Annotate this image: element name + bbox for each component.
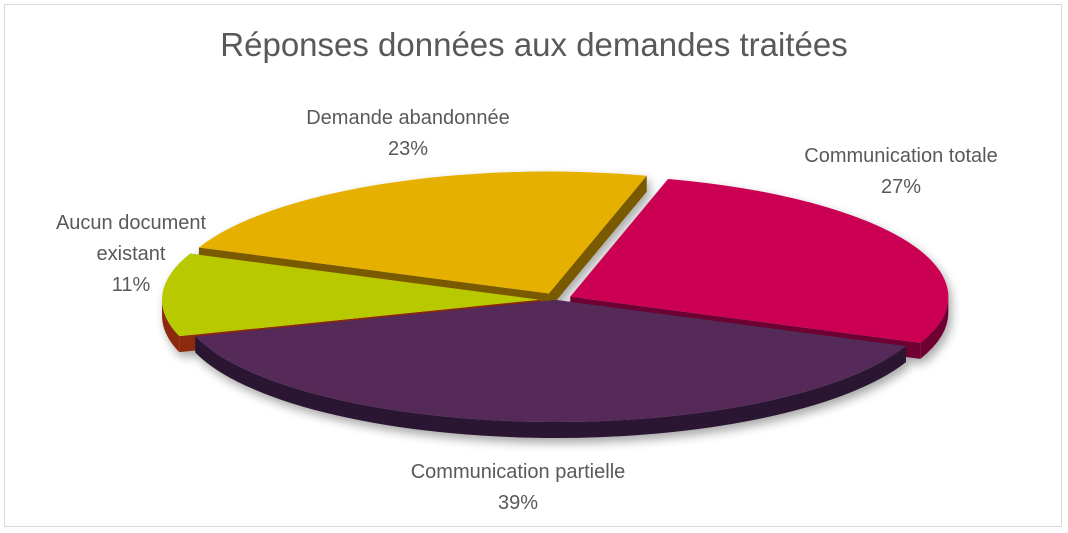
slice-label-communication-totale: Communication totale 27% (790, 141, 1012, 203)
slice-percent: 11% (111, 274, 151, 296)
slice-label-communication-partielle: Communication partielle 39% (390, 457, 646, 519)
slice-percent: 23% (387, 138, 429, 160)
slice-percent: 27% (880, 176, 922, 198)
pie-slice-side (162, 299, 180, 353)
slice-category-line2: existant (96, 243, 166, 265)
pie-slice-demande-abandonnee (198, 171, 647, 294)
slice-label-aucun-document: Aucun document existant 11% (40, 208, 222, 301)
pie-slice-communication-totale (570, 178, 949, 343)
slice-label-demande-abandonnee: Demande abandonnée 23% (288, 103, 528, 165)
slice-category-line1: Aucun document (55, 212, 207, 234)
chart-title: Réponses données aux demandes traitées (220, 26, 848, 63)
slice-category: Communication totale (804, 145, 998, 167)
slice-percent: 39% (497, 492, 539, 514)
pie-slice-side (195, 336, 906, 439)
pie-slice-side (920, 296, 949, 359)
pie-slice-edge (548, 175, 647, 310)
slice-category: Communication partielle (410, 461, 626, 483)
slice-category: Demande abandonnée (306, 107, 510, 129)
pie-slice-aucun-document-existant (162, 253, 541, 337)
pie-slice-communication-partielle (195, 300, 906, 422)
